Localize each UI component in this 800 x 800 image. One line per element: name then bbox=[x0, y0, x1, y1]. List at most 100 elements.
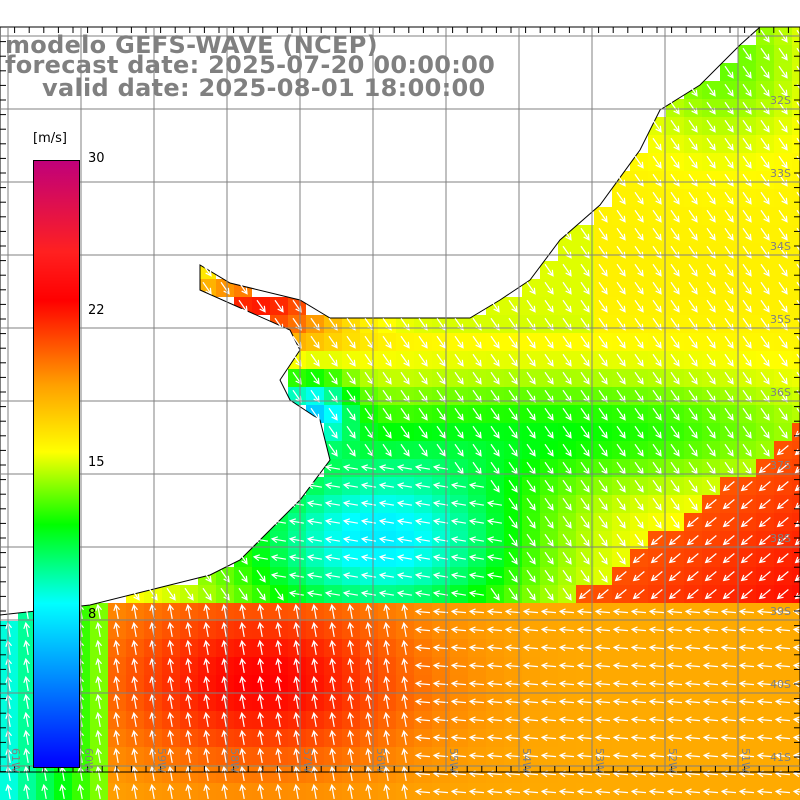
wind-arrow bbox=[688, 119, 698, 133]
wind-arrow bbox=[612, 608, 629, 616]
wind-arrow bbox=[670, 119, 680, 133]
wind-arrow bbox=[342, 518, 358, 526]
wind-arrow bbox=[504, 662, 521, 670]
wind-arrow bbox=[558, 716, 575, 724]
wind-arrow bbox=[522, 626, 539, 634]
wind-arrow bbox=[562, 263, 572, 277]
wind-arrow bbox=[486, 554, 502, 562]
wind-arrow bbox=[401, 765, 409, 781]
wind-arrow bbox=[329, 711, 337, 727]
wind-arrow bbox=[776, 571, 789, 582]
wind-arrow bbox=[796, 173, 800, 184]
wind-arrow bbox=[293, 639, 301, 655]
wind-arrow bbox=[414, 734, 431, 742]
wind-arrow bbox=[776, 499, 789, 510]
wind-arrow bbox=[365, 639, 373, 655]
wind-arrow bbox=[311, 621, 319, 637]
wind-arrow bbox=[396, 554, 412, 562]
wind-arrow bbox=[486, 752, 503, 760]
wind-cell bbox=[792, 171, 800, 189]
wind-arrow bbox=[270, 518, 286, 526]
wind-arrow bbox=[724, 281, 734, 295]
wind-arrow bbox=[167, 657, 175, 673]
wind-arrow bbox=[670, 479, 680, 493]
wind-arrow bbox=[648, 752, 665, 760]
wind-arrow bbox=[203, 675, 211, 691]
lat-lon-grid bbox=[0, 26, 800, 773]
wind-arrow bbox=[648, 608, 665, 616]
wind-arrow bbox=[706, 263, 716, 277]
wind-arrow bbox=[275, 747, 283, 763]
wind-arrow bbox=[652, 425, 662, 439]
wind-arrow bbox=[508, 533, 518, 547]
lon-label: 55W bbox=[447, 748, 460, 773]
wind-arrow bbox=[383, 675, 391, 691]
wind-arrow bbox=[760, 119, 770, 133]
wind-arrow bbox=[526, 533, 536, 547]
wind-arrow bbox=[634, 227, 644, 241]
wind-arrow bbox=[347, 621, 355, 637]
wind-arrow bbox=[688, 479, 698, 493]
wind-arrow bbox=[522, 716, 539, 724]
lat-label: 38S bbox=[770, 532, 791, 545]
wind-arrow bbox=[504, 698, 521, 706]
wind-arrow bbox=[684, 752, 701, 760]
wind-arrow bbox=[486, 734, 503, 742]
wind-arrow bbox=[324, 572, 340, 580]
wind-arrow bbox=[167, 603, 175, 619]
wind-arrow bbox=[329, 693, 337, 709]
wind-arrow bbox=[562, 353, 572, 367]
wind-arrow bbox=[544, 443, 554, 457]
wind-arrow bbox=[378, 500, 394, 508]
wind-arrow bbox=[778, 245, 788, 259]
wind-arrow bbox=[311, 603, 319, 619]
wind-arrow bbox=[526, 335, 536, 349]
wind-arrow bbox=[504, 608, 521, 616]
wind-arrow bbox=[504, 734, 521, 742]
wind-arrow bbox=[414, 572, 430, 580]
wind-arrow bbox=[288, 590, 304, 598]
wind-arrow bbox=[77, 783, 85, 799]
wind-arrow bbox=[400, 407, 410, 421]
wind-arrow bbox=[450, 482, 466, 490]
wind-cell bbox=[792, 387, 800, 405]
wind-arrow bbox=[275, 783, 283, 799]
wind-arrow bbox=[686, 517, 699, 528]
wind-arrow bbox=[436, 389, 446, 403]
wind-arrow bbox=[306, 590, 322, 598]
wind-arrow bbox=[598, 389, 608, 403]
wind-arrow bbox=[724, 155, 734, 169]
wind-arrow bbox=[594, 788, 611, 796]
wind-arrow bbox=[328, 353, 338, 367]
wind-arrow bbox=[630, 644, 647, 652]
wind-vectors bbox=[5, 29, 800, 799]
wind-arrow bbox=[562, 281, 572, 295]
wind-arrow bbox=[365, 765, 373, 781]
wind-arrow bbox=[113, 675, 121, 691]
wind-arrow bbox=[522, 644, 539, 652]
wind-arrow bbox=[310, 353, 320, 367]
wind-arrow bbox=[650, 553, 663, 564]
wind-arrow bbox=[378, 554, 394, 562]
wind-arrow bbox=[432, 788, 449, 796]
wind-arrow bbox=[454, 425, 464, 439]
wind-arrow bbox=[418, 335, 428, 349]
wind-arrow bbox=[688, 227, 698, 241]
wind-arrow bbox=[760, 263, 770, 277]
wind-arrow bbox=[202, 263, 212, 277]
wind-arrow bbox=[684, 626, 701, 634]
wind-cell bbox=[792, 81, 800, 99]
wind-arrow bbox=[365, 603, 373, 619]
wind-arrow bbox=[360, 536, 376, 544]
wind-arrow bbox=[760, 371, 770, 385]
wind-arrow bbox=[522, 662, 539, 670]
wind-arrow bbox=[378, 536, 394, 544]
wind-arrow bbox=[558, 680, 575, 688]
wind-arrow bbox=[562, 425, 572, 439]
wind-arrow bbox=[666, 752, 683, 760]
wind-arrow bbox=[688, 137, 698, 151]
wind-arrow bbox=[630, 626, 647, 634]
wind-arrow bbox=[185, 639, 193, 655]
wind-arrow bbox=[95, 621, 103, 637]
wind-arrow bbox=[688, 101, 698, 115]
